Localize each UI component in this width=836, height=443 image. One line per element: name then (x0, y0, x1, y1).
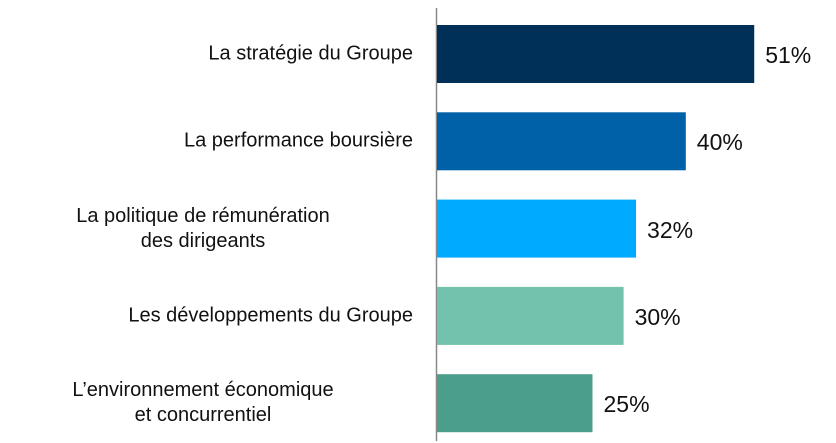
category-label: La performance boursière (183, 129, 413, 152)
bar (437, 25, 755, 83)
bar (437, 112, 686, 171)
value-label: 51% (765, 41, 812, 68)
bar (437, 374, 593, 433)
value-label: 25% (603, 391, 650, 418)
category-label: La stratégie du Groupe (208, 42, 413, 65)
bar (437, 286, 624, 345)
bar (437, 199, 637, 258)
category-label: La politique de rémunération des dirigea… (76, 204, 330, 252)
category-label: Les développements du Groupe (128, 304, 413, 327)
value-label: 30% (634, 303, 681, 330)
category-label: L’environnement économique et concurrent… (72, 379, 334, 427)
value-label: 32% (647, 216, 694, 243)
value-label: 40% (696, 129, 743, 156)
